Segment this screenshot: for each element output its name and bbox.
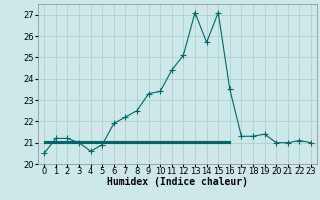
X-axis label: Humidex (Indice chaleur): Humidex (Indice chaleur) <box>107 177 248 187</box>
